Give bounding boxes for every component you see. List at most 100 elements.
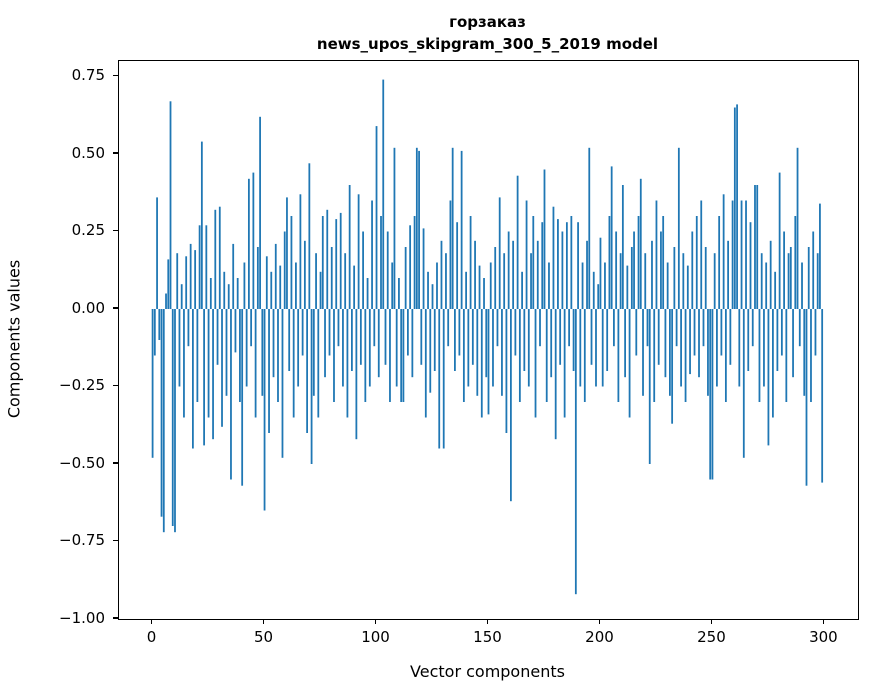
bar: [230, 309, 232, 480]
bar: [328, 309, 331, 356]
bar: [810, 309, 812, 402]
bar: [171, 309, 174, 526]
bar: [570, 216, 573, 309]
y-tick-mark: [113, 462, 118, 464]
bar: [442, 309, 445, 449]
bar: [742, 309, 745, 458]
bar: [221, 309, 223, 427]
bar: [382, 79, 385, 309]
bar: [796, 147, 799, 309]
bar: [583, 309, 586, 402]
bar: [814, 309, 817, 356]
bar: [498, 197, 501, 309]
bar: [353, 265, 356, 309]
bar: [565, 222, 568, 309]
bar: [462, 309, 465, 402]
bar: [704, 247, 707, 309]
bar: [639, 178, 642, 309]
bar: [617, 309, 620, 402]
y-tick-mark: [113, 74, 118, 77]
bar: [635, 309, 638, 356]
bar: [729, 309, 732, 365]
bar: [436, 262, 438, 309]
bar: [530, 253, 532, 309]
x-tick-label: 300: [809, 628, 838, 646]
bar: [599, 237, 602, 309]
bar: [187, 309, 190, 347]
bar: [505, 309, 508, 433]
bar: [272, 309, 275, 378]
bar: [283, 231, 286, 309]
bar: [212, 309, 214, 440]
bar: [236, 278, 239, 309]
bar: [774, 271, 777, 309]
bar: [200, 141, 203, 309]
bar: [252, 172, 255, 309]
bar: [178, 309, 181, 387]
bar: [460, 150, 463, 309]
bar: [772, 309, 774, 418]
bar: [456, 222, 459, 309]
bar: [189, 243, 192, 309]
bar: [805, 309, 808, 486]
bar: [256, 247, 259, 309]
bar: [185, 256, 188, 309]
bar: [642, 309, 644, 396]
bar: [780, 309, 783, 356]
bar: [539, 309, 541, 347]
y-tick-mark: [113, 307, 118, 309]
bar: [572, 309, 575, 371]
bar: [384, 309, 387, 365]
bar: [395, 309, 398, 387]
bar: [767, 309, 770, 446]
bar: [288, 309, 291, 371]
bar: [751, 309, 754, 347]
bar: [489, 262, 492, 309]
bar: [494, 247, 497, 309]
bar: [348, 185, 351, 309]
bar: [660, 231, 662, 309]
bar: [677, 147, 680, 309]
y-tick-mark: [113, 617, 118, 619]
bar: [415, 147, 418, 309]
bar: [689, 309, 691, 375]
bar: [398, 278, 400, 309]
bar: [568, 309, 571, 347]
bar: [492, 309, 494, 387]
y-tick-label: −0.50: [59, 453, 105, 472]
bar: [740, 200, 743, 309]
bar: [458, 309, 461, 356]
x-axis-label: Vector components: [410, 662, 565, 681]
bar: [563, 309, 566, 418]
bar: [449, 200, 452, 309]
bar: [613, 309, 615, 347]
bar: [693, 309, 696, 356]
bar: [512, 240, 515, 309]
bar: [702, 309, 705, 347]
bar: [474, 240, 476, 309]
bar: [727, 240, 730, 309]
bar: [801, 262, 803, 309]
bar: [778, 172, 781, 309]
x-tick-label: 150: [473, 628, 502, 646]
bar: [588, 147, 591, 309]
bar: [722, 194, 725, 309]
y-axis-label: Components values: [4, 259, 24, 419]
bar: [655, 200, 658, 309]
y-tick-mark: [113, 539, 118, 542]
bar: [480, 309, 483, 418]
bar: [523, 309, 526, 371]
bar: [807, 247, 810, 309]
bar: [209, 278, 212, 309]
chart-subtitle: news_upos_skipgram_300_5_2019 model: [316, 34, 659, 53]
bar: [733, 107, 736, 309]
y-tick-label: 0.75: [71, 66, 105, 84]
bar: [326, 209, 329, 309]
bar: [422, 228, 425, 309]
bar: [798, 309, 801, 347]
bar: [451, 147, 454, 309]
bar: [510, 309, 512, 502]
bar: [151, 309, 154, 458]
bar: [541, 222, 544, 309]
